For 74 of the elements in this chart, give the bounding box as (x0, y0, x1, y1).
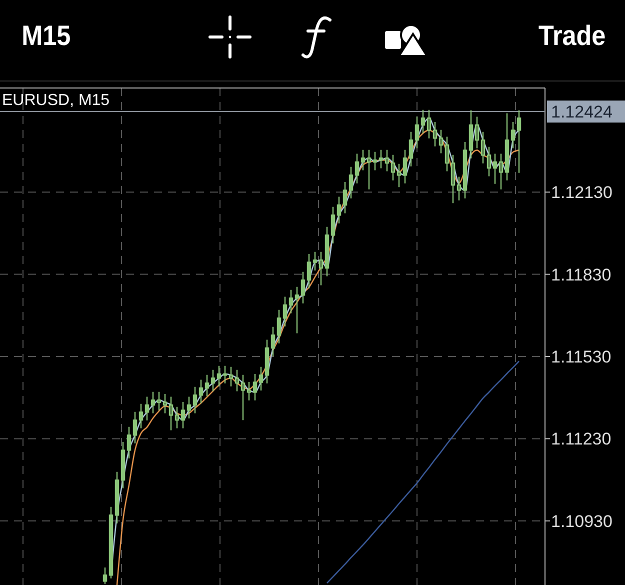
candlestick (342, 181, 348, 214)
candlestick (228, 366, 234, 387)
candlestick (492, 153, 498, 184)
candlestick (156, 391, 162, 412)
chart-title: EURUSD, M15 (2, 92, 110, 109)
candlestick (246, 381, 252, 401)
candlestick (438, 129, 444, 154)
candlestick (414, 116, 420, 149)
candlestick (360, 149, 366, 171)
text: Trade (538, 20, 606, 52)
candlestick (486, 146, 492, 177)
candlestick (372, 151, 378, 171)
candlestick (252, 373, 258, 401)
candlestick (336, 196, 342, 224)
y-tick-label: 1.11830 (551, 265, 612, 284)
candlestick (408, 131, 414, 167)
candlestick (450, 154, 456, 204)
candlestick (288, 289, 294, 314)
candlestick (270, 326, 276, 357)
candlestick (282, 296, 288, 327)
candlestick (144, 396, 150, 421)
candlestick (474, 116, 480, 149)
candlestick (306, 253, 312, 289)
line-series (326, 360, 520, 584)
candlestick (384, 149, 390, 172)
candlestick (216, 365, 222, 387)
candlestick (480, 131, 486, 164)
candlestick (396, 163, 402, 188)
candlestick (498, 153, 504, 190)
candlestick (348, 166, 354, 200)
candlestick (354, 153, 360, 184)
y-tick-label: 1.11530 (551, 348, 612, 366)
candlestick (294, 286, 300, 334)
text: M15 (22, 20, 71, 52)
candlestick (192, 386, 198, 414)
candlestick (138, 403, 144, 429)
candlestick (330, 206, 336, 244)
candlestick (234, 369, 240, 392)
candlestick (222, 365, 228, 384)
candlestick (204, 374, 210, 397)
candlestick (504, 112, 510, 181)
candlestick (432, 121, 438, 147)
ref-line-label: 1.12424 (551, 102, 612, 122)
candlestick (210, 369, 216, 392)
candlestick (126, 426, 132, 460)
candlestick (312, 251, 318, 272)
candlestick (174, 406, 180, 429)
candlestick (444, 136, 450, 172)
candlestick (162, 393, 168, 414)
candlestick (378, 149, 384, 169)
y-tick-label: 1.12130 (551, 183, 612, 202)
candlestick (132, 411, 138, 444)
candlestick (102, 566, 108, 585)
candlestick (276, 309, 282, 344)
y-tick-label: 1.10930 (551, 512, 612, 531)
candlestick (240, 374, 246, 421)
y-tick-label: 1.11230 (551, 430, 612, 449)
candlestick (468, 110, 474, 160)
candlestick (516, 110, 522, 174)
candlestick (198, 379, 204, 404)
candlestick (168, 396, 174, 431)
candlestick (390, 154, 396, 181)
candlestick (258, 366, 264, 392)
candlestick (186, 396, 192, 420)
candlestick (420, 109, 426, 134)
candlestick (300, 271, 306, 304)
candlestick (426, 109, 432, 140)
candlestick (366, 149, 372, 190)
candlestick (510, 121, 516, 149)
candlestick (318, 251, 324, 286)
candlestick (402, 149, 408, 184)
candlestick (456, 176, 462, 201)
candlestick (150, 391, 156, 414)
candlestick (180, 401, 186, 429)
